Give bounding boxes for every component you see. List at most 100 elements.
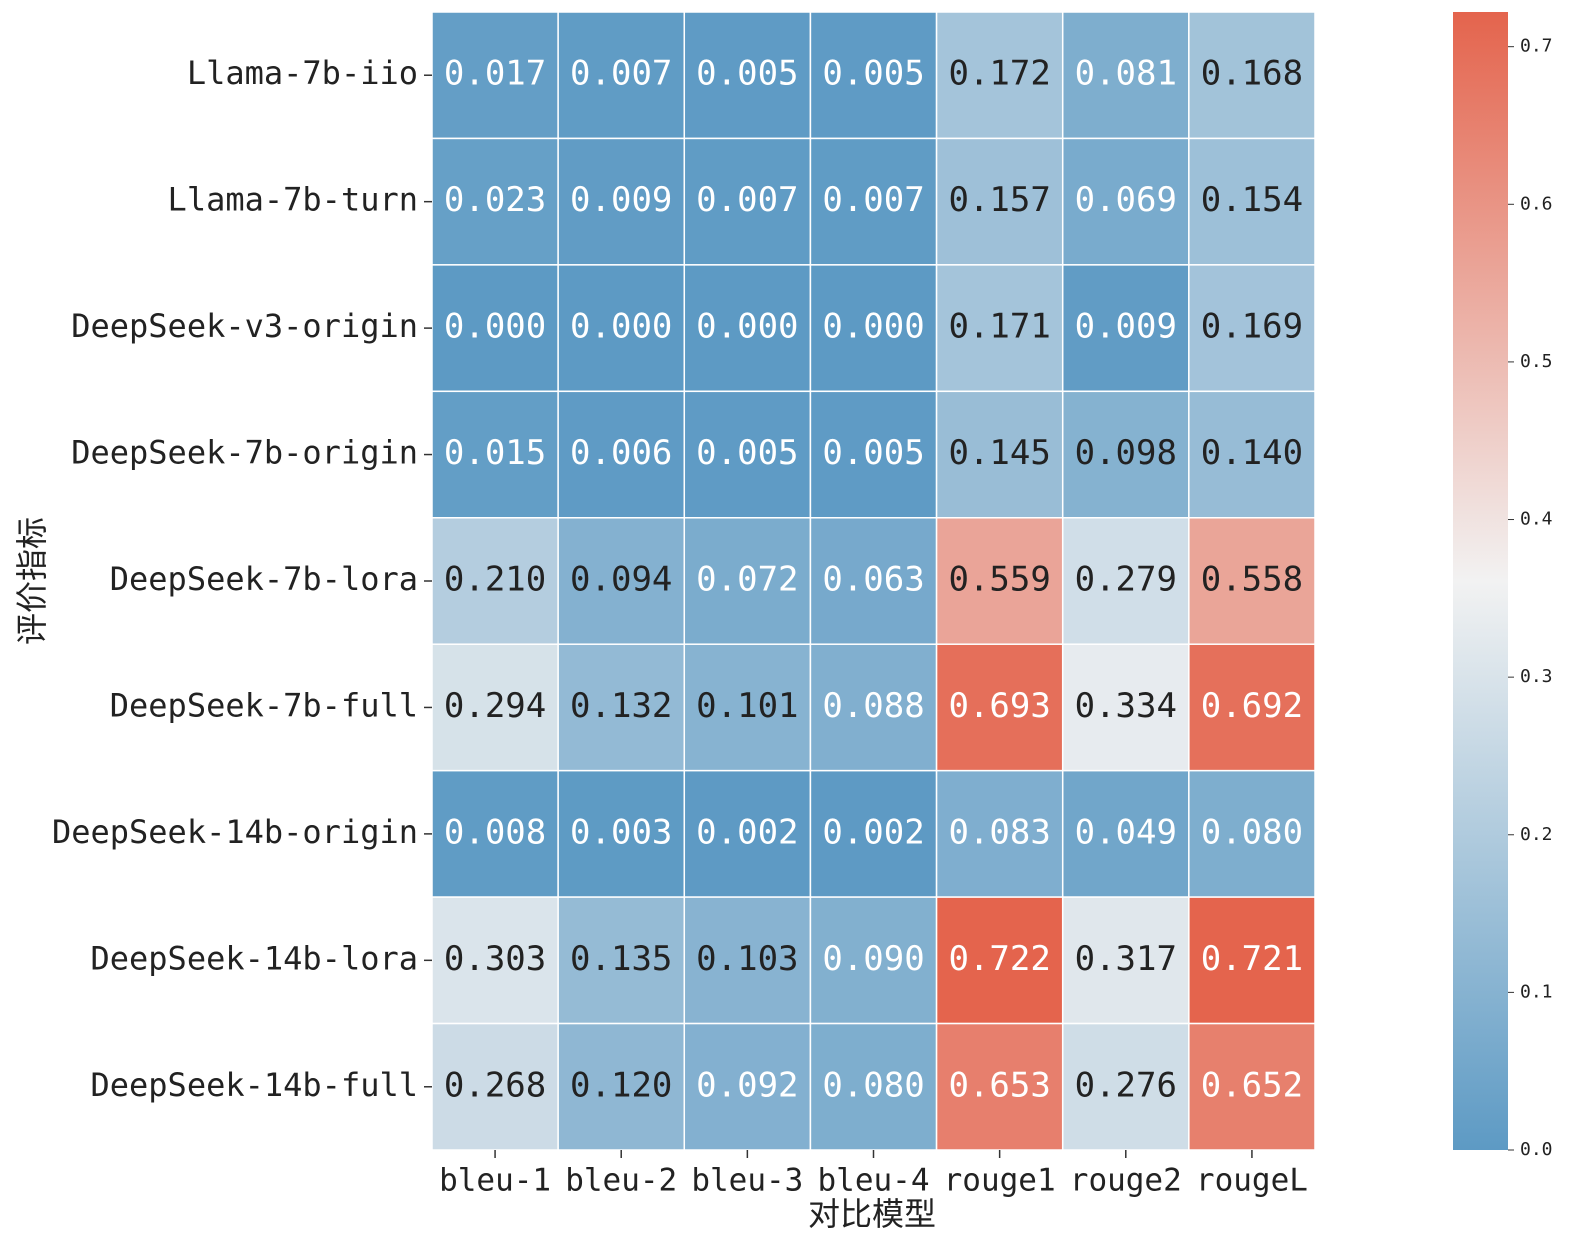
cell-label: 0.098 (1075, 433, 1177, 473)
cell-label: 0.145 (948, 433, 1050, 473)
x-tick-label: rouge1 (944, 1163, 1056, 1199)
colorbar-tick-label: 0.2 (1520, 824, 1553, 845)
cell-label: 0.072 (696, 560, 798, 600)
cell-label: 0.559 (948, 560, 1050, 600)
heatmap-cell (1061, 137, 1190, 266)
cell-label: 0.294 (444, 686, 546, 726)
heatmap-cell (935, 11, 1064, 140)
heatmap-cell (683, 643, 812, 772)
cell-label: 0.721 (1201, 939, 1303, 979)
heatmap-cell (1061, 264, 1190, 393)
y-tick-label: DeepSeek-7b-origin (71, 434, 418, 472)
cell-label: 0.002 (696, 812, 798, 852)
heatmap-cell (1188, 390, 1316, 519)
heatmap-cell (935, 769, 1064, 898)
cell-label: 0.009 (1075, 307, 1177, 347)
cell-label: 0.002 (822, 812, 924, 852)
heatmap-cell (1188, 896, 1316, 1025)
cell-label: 0.049 (1075, 812, 1177, 852)
cell-label: 0.210 (444, 560, 546, 600)
y-tick-label: DeepSeek-v3-origin (71, 307, 418, 345)
x-tick-label: bleu-3 (691, 1163, 803, 1199)
cell-label: 0.103 (696, 939, 798, 979)
cell-label: 0.090 (822, 939, 924, 979)
heatmap-cell (683, 517, 812, 645)
heatmap-cell (809, 769, 938, 898)
heatmap-cell (935, 643, 1064, 772)
y-tick-label: DeepSeek-7b-lora (110, 560, 418, 598)
heatmap-cell (935, 137, 1064, 266)
cell-label: 0.317 (1075, 939, 1177, 979)
y-tick-label: DeepSeek-14b-origin (52, 813, 418, 851)
heatmap-cell (683, 264, 812, 393)
heatmap-cell (557, 11, 686, 140)
y-tick-label: Llama-7b-turn (168, 181, 418, 219)
cell-label: 0.101 (696, 686, 798, 726)
cell-label: 0.172 (948, 54, 1050, 94)
y-tick-label: DeepSeek-14b-lora (90, 939, 418, 977)
heatmap-cell (809, 390, 938, 519)
cell-label: 0.168 (1201, 54, 1303, 94)
y-tick-label: Llama-7b-iio (187, 54, 418, 92)
cell-label: 0.140 (1201, 433, 1303, 473)
heatmap-cell (1188, 769, 1316, 898)
cell-label: 0.080 (1201, 812, 1303, 852)
cell-label: 0.005 (822, 54, 924, 94)
heatmap-cell (1188, 137, 1316, 266)
heatmap-cell (557, 896, 686, 1025)
heatmap-cell (431, 643, 559, 772)
cell-label: 0.276 (1075, 1065, 1177, 1105)
heatmap-cell (1061, 896, 1190, 1025)
cell-label: 0.303 (444, 939, 546, 979)
cell-label: 0.120 (570, 1065, 672, 1105)
cell-label: 0.279 (1075, 560, 1177, 600)
cell-label: 0.000 (696, 307, 798, 347)
heatmap-cell (557, 264, 686, 393)
cell-label: 0.005 (822, 433, 924, 473)
heatmap-cell (431, 769, 559, 898)
cell-label: 0.000 (822, 307, 924, 347)
cell-label: 0.693 (948, 686, 1050, 726)
colorbar (1453, 12, 1508, 1150)
cell-label: 0.006 (570, 433, 672, 473)
cell-label: 0.083 (948, 812, 1050, 852)
heatmap-cell (935, 1022, 1064, 1151)
cell-label: 0.135 (570, 939, 672, 979)
colorbar-tick-label: 0.5 (1520, 351, 1553, 372)
y-axis-label: 评价指标 (13, 517, 51, 645)
cell-label: 0.268 (444, 1065, 546, 1105)
cell-label: 0.169 (1201, 307, 1303, 347)
cell-label: 0.008 (444, 812, 546, 852)
x-tick-label: rouge2 (1070, 1163, 1182, 1199)
heatmap-cell (809, 11, 938, 140)
cell-label: 0.094 (570, 560, 672, 600)
x-tick-label: rougeL (1196, 1163, 1308, 1199)
heatmap-cell (1061, 11, 1190, 140)
heatmap-cell (683, 137, 812, 266)
cell-label: 0.003 (570, 812, 672, 852)
cell-label: 0.092 (696, 1065, 798, 1105)
heatmap-cell (1061, 390, 1190, 519)
colorbar-tick-label: 0.6 (1520, 193, 1553, 214)
cell-label: 0.009 (570, 180, 672, 220)
cell-label: 0.063 (822, 560, 924, 600)
heatmap-cell (431, 390, 559, 519)
heatmap-cell (683, 11, 812, 140)
cell-label: 0.007 (696, 180, 798, 220)
colorbar-tick-label: 0.3 (1520, 666, 1553, 687)
x-tick-label: bleu-4 (818, 1163, 930, 1199)
y-tick-label: DeepSeek-7b-full (110, 686, 418, 724)
cell-label: 0.081 (1075, 54, 1177, 94)
cell-label: 0.080 (822, 1065, 924, 1105)
cell-label: 0.652 (1201, 1065, 1303, 1105)
colorbar-tick-label: 0.0 (1520, 1139, 1553, 1160)
heatmap-cell (1188, 643, 1316, 772)
cell-label: 0.157 (948, 180, 1050, 220)
y-tick-label: DeepSeek-14b-full (90, 1066, 418, 1104)
cell-label: 0.692 (1201, 686, 1303, 726)
colorbar-tick-label: 0.7 (1520, 36, 1553, 57)
heatmap-cell (1061, 769, 1190, 898)
x-tick-label: bleu-1 (439, 1163, 551, 1199)
cell-label: 0.171 (948, 307, 1050, 347)
